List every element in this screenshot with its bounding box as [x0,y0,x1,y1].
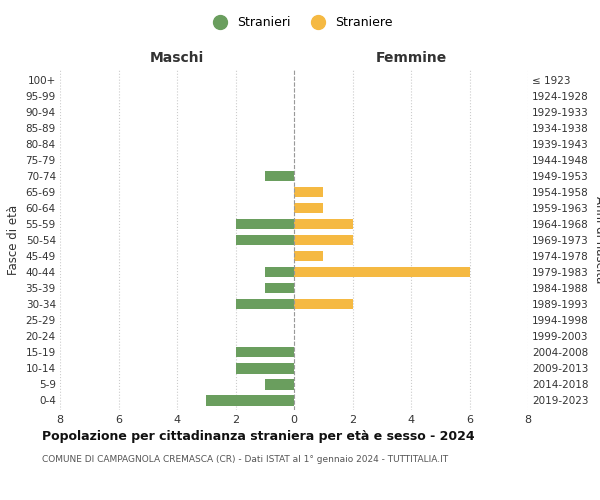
Text: COMUNE DI CAMPAGNOLA CREMASCA (CR) - Dati ISTAT al 1° gennaio 2024 - TUTTITALIA.: COMUNE DI CAMPAGNOLA CREMASCA (CR) - Dat… [42,455,448,464]
Bar [265,379,294,390]
Y-axis label: Anni di nascita: Anni di nascita [593,196,600,284]
Bar [294,267,470,278]
Bar [294,202,323,213]
Bar [206,395,294,406]
Bar [265,267,294,278]
Bar [235,218,294,229]
Bar [294,235,353,245]
Text: Maschi: Maschi [150,51,204,65]
Bar [235,347,294,358]
Bar [294,218,353,229]
Y-axis label: Fasce di età: Fasce di età [7,205,20,275]
Bar [235,299,294,310]
Bar [265,283,294,294]
Text: Femmine: Femmine [376,51,446,65]
Legend: Stranieri, Straniere: Stranieri, Straniere [202,11,398,34]
Bar [265,170,294,181]
Bar [294,186,323,197]
Bar [235,363,294,374]
Text: Popolazione per cittadinanza straniera per età e sesso - 2024: Popolazione per cittadinanza straniera p… [42,430,475,443]
Bar [294,251,323,261]
Bar [294,299,353,310]
Bar [235,235,294,245]
